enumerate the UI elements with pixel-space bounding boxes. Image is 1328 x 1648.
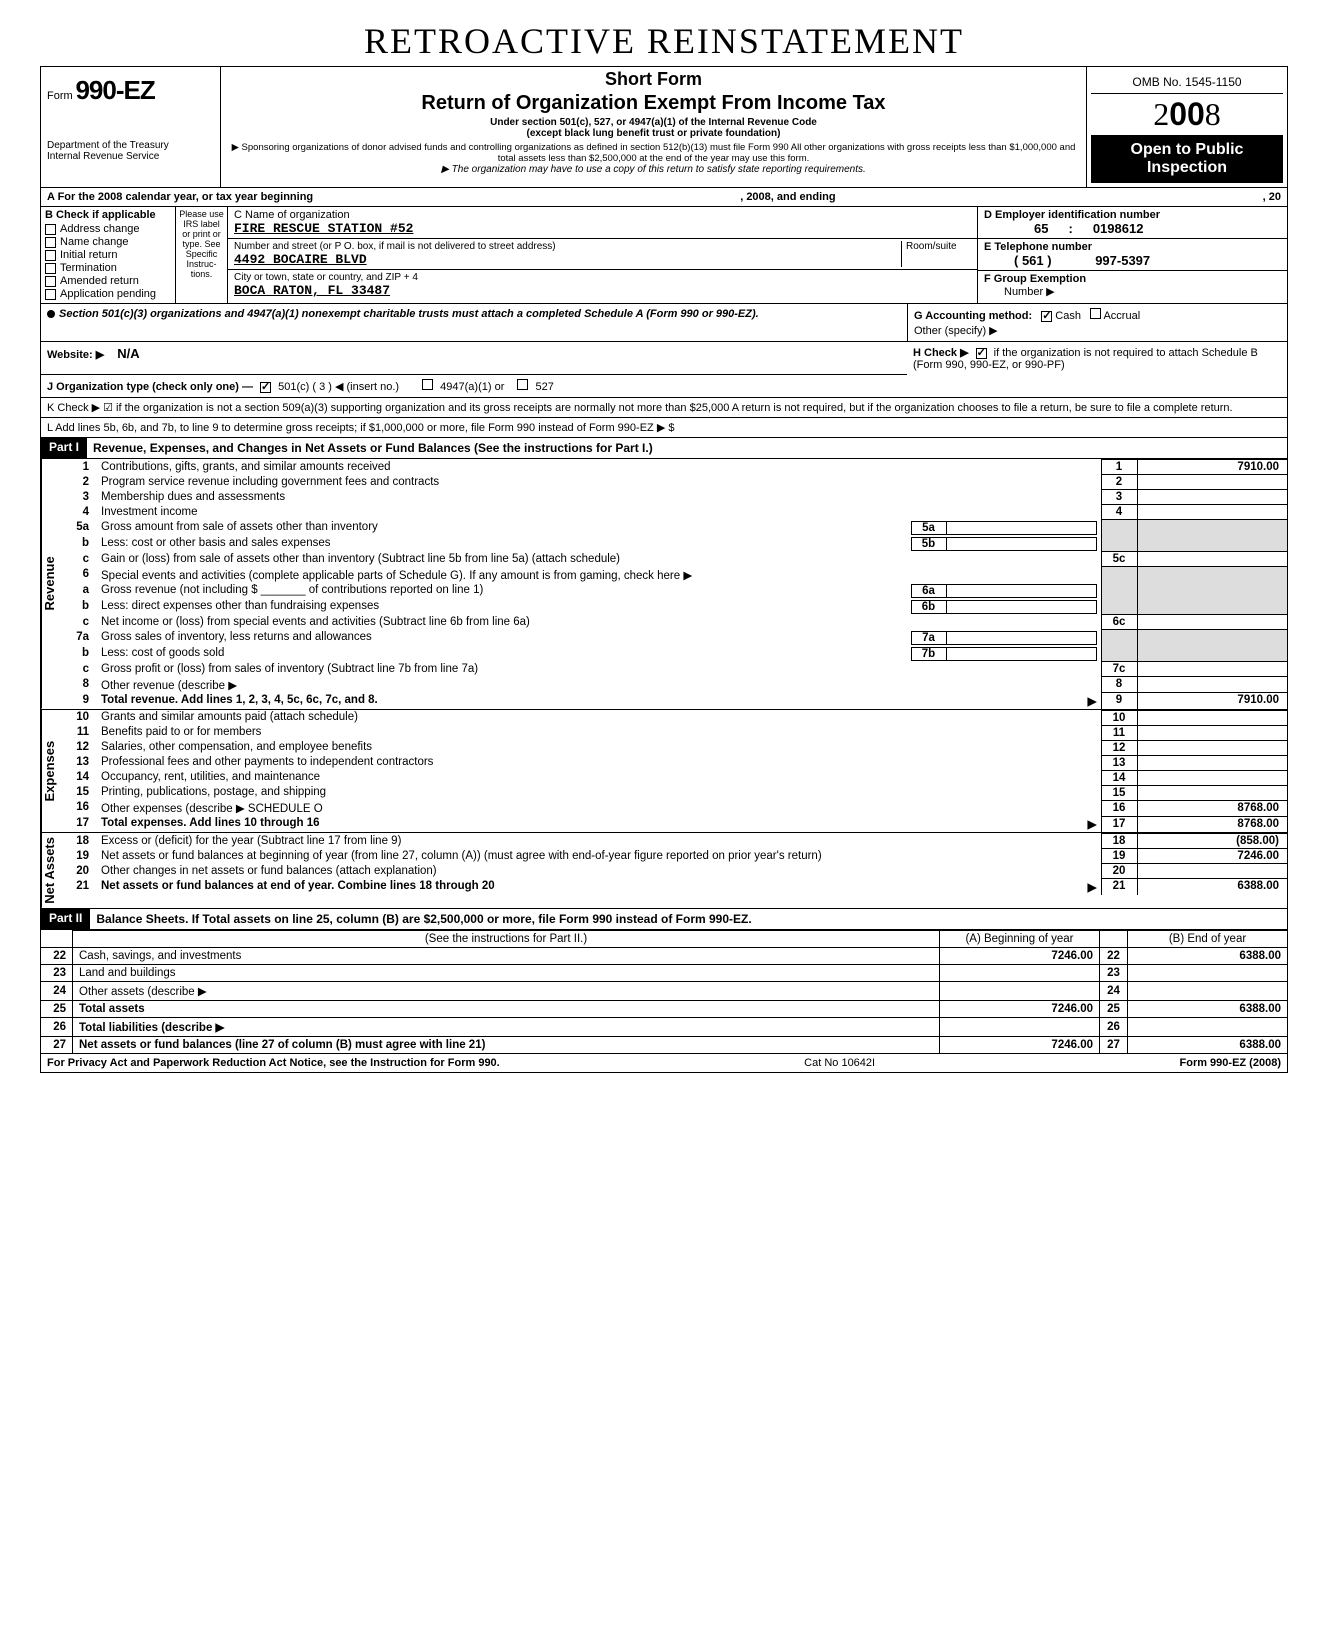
j-label: J Organization type (check only one) —	[47, 381, 253, 393]
part2-see: (See the instructions for Part II.)	[73, 930, 940, 947]
j-501c: 501(c) ( 3 ) ◀ (insert no.)	[278, 381, 399, 393]
accrual-label: Accrual	[1103, 310, 1140, 322]
open-public: Open to Public	[1095, 141, 1279, 159]
checkbox-amended[interactable]	[45, 276, 56, 287]
checkbox-initial[interactable]	[45, 250, 56, 261]
row-k: K Check ▶ ☑ if the organization is not a…	[40, 398, 1288, 418]
part1-label: Part I	[41, 438, 87, 458]
column-def: D Employer identification number 65 : 01…	[977, 207, 1287, 303]
e-label: E Telephone number	[984, 241, 1281, 253]
checkbox-address[interactable]	[45, 224, 56, 235]
form-word: Form	[47, 90, 73, 102]
col-b-header: B Check if applicable	[45, 209, 171, 221]
balance-table: (See the instructions for Part II.) (A) …	[40, 930, 1288, 1054]
netassets-table: 18Excess or (deficit) for the year (Subt…	[65, 833, 1287, 895]
row-hij: Website: ▶ N/A H Check ▶ if the organiza…	[40, 342, 1288, 398]
label-pending: Application pending	[60, 288, 156, 300]
g-label: G Accounting method:	[914, 310, 1032, 322]
irs-label: Internal Revenue Service	[47, 151, 214, 162]
col-a-header: (A) Beginning of year	[940, 930, 1100, 947]
row-a: A For the 2008 calendar year, or tax yea…	[40, 188, 1288, 207]
row-a-label: A For the 2008 calendar year, or tax yea…	[47, 191, 313, 203]
checkbox-501c[interactable]	[260, 382, 271, 393]
footer: For Privacy Act and Paperwork Reduction …	[40, 1054, 1288, 1073]
col-b-header: (B) End of year	[1128, 930, 1288, 947]
label-name: Name change	[60, 236, 129, 248]
ein-2: 0198612	[1093, 221, 1144, 236]
netassets-label: Net Assets	[41, 833, 65, 908]
ein-1: 65	[1034, 221, 1048, 236]
part2-title: Balance Sheets. If Total assets on line …	[90, 909, 1287, 929]
room-label: Room/suite	[901, 241, 971, 267]
other-specify: Other (specify) ▶	[914, 324, 1281, 337]
header-note-1: ▶ Sponsoring organizations of donor advi…	[231, 142, 1076, 164]
expenses-label: Expenses	[41, 710, 65, 833]
subtitle-1: Under section 501(c), 527, or 4947(a)(1)…	[231, 117, 1076, 128]
website-value: N/A	[117, 346, 139, 361]
phone-area: ( 561 )	[1014, 253, 1052, 268]
label-address: Address change	[60, 223, 140, 235]
form-ref: Form 990-EZ (2008)	[1180, 1057, 1281, 1069]
website-label: Website: ▶	[47, 349, 104, 361]
org-city: BOCA RATON, FL 33487	[234, 283, 971, 298]
part2-label: Part II	[41, 909, 90, 929]
checkbox-name[interactable]	[45, 237, 56, 248]
dept-treasury: Department of the Treasury	[47, 140, 214, 151]
expenses-table: 10Grants and similar amounts paid (attac…	[65, 710, 1287, 833]
column-c: C Name of organization FIRE RESCUE STATI…	[228, 207, 977, 303]
cash-label: Cash	[1055, 310, 1081, 322]
part1-title: Revenue, Expenses, and Changes in Net As…	[87, 438, 1287, 458]
f-label: F Group Exemption	[984, 273, 1086, 285]
section-501: Section 501(c)(3) organizations and 4947…	[40, 304, 1288, 342]
phone-number: 997-5397	[1095, 253, 1150, 268]
j-527: 527	[536, 381, 554, 393]
checkbox-cash[interactable]	[1041, 311, 1052, 322]
org-name: FIRE RESCUE STATION #52	[234, 221, 971, 236]
row-l: L Add lines 5b, 6b, and 7b, to line 9 to…	[40, 418, 1288, 438]
org-address: 4492 BOCAIRE BLVD	[234, 252, 901, 267]
header-note-2: ▶ The organization may have to use a cop…	[231, 164, 1076, 175]
city-label: City or town, state or country, and ZIP …	[234, 272, 971, 283]
label-initial: Initial return	[60, 249, 117, 261]
addr-label: Number and street (or P O. box, if mail …	[234, 241, 901, 252]
checkbox-pending[interactable]	[45, 289, 56, 300]
form-number: 990-EZ	[75, 75, 154, 105]
row-a-end: , 20	[1263, 191, 1281, 203]
checkbox-4947[interactable]	[422, 379, 433, 390]
label-amended: Amended return	[60, 275, 139, 287]
please-label: Please use IRS label or print or type. S…	[176, 207, 228, 303]
revenue-label: Revenue	[41, 459, 65, 709]
subtitle-2: (except black lung benefit trust or priv…	[231, 128, 1076, 139]
column-b: B Check if applicable Address change Nam…	[41, 207, 176, 303]
f-label2: Number ▶	[984, 286, 1055, 298]
short-form-title: Short Form	[231, 69, 1076, 90]
d-label: D Employer identification number	[984, 209, 1281, 221]
checkbox-h[interactable]	[976, 348, 987, 359]
checkbox-accrual[interactable]	[1090, 308, 1101, 319]
inspection: Inspection	[1095, 159, 1279, 177]
return-title: Return of Organization Exempt From Incom…	[231, 92, 1076, 115]
tax-year: 2008	[1091, 94, 1283, 135]
row-a-mid: , 2008, and ending	[740, 191, 835, 203]
checkbox-527[interactable]	[517, 379, 528, 390]
form-header: Form 990-EZ Department of the Treasury I…	[40, 66, 1288, 188]
info-block: B Check if applicable Address change Nam…	[40, 207, 1288, 304]
revenue-table: 1Contributions, gifts, grants, and simil…	[65, 459, 1287, 709]
c-label: C Name of organization	[234, 209, 971, 221]
privacy-notice: For Privacy Act and Paperwork Reduction …	[47, 1057, 500, 1069]
handwritten-title: RETROACTIVE REINSTATEMENT	[40, 20, 1288, 62]
part2-header: Part II Balance Sheets. If Total assets …	[40, 909, 1288, 930]
h-label: H Check ▶	[913, 347, 969, 359]
j-4947: 4947(a)(1) or	[440, 381, 504, 393]
label-termination: Termination	[60, 262, 117, 274]
omb-number: OMB No. 1545-1150	[1091, 71, 1283, 94]
cat-no: Cat No 10642I	[804, 1057, 875, 1069]
section501-text: Section 501(c)(3) organizations and 4947…	[59, 308, 759, 320]
part1-header: Part I Revenue, Expenses, and Changes in…	[40, 438, 1288, 459]
checkbox-termination[interactable]	[45, 263, 56, 274]
